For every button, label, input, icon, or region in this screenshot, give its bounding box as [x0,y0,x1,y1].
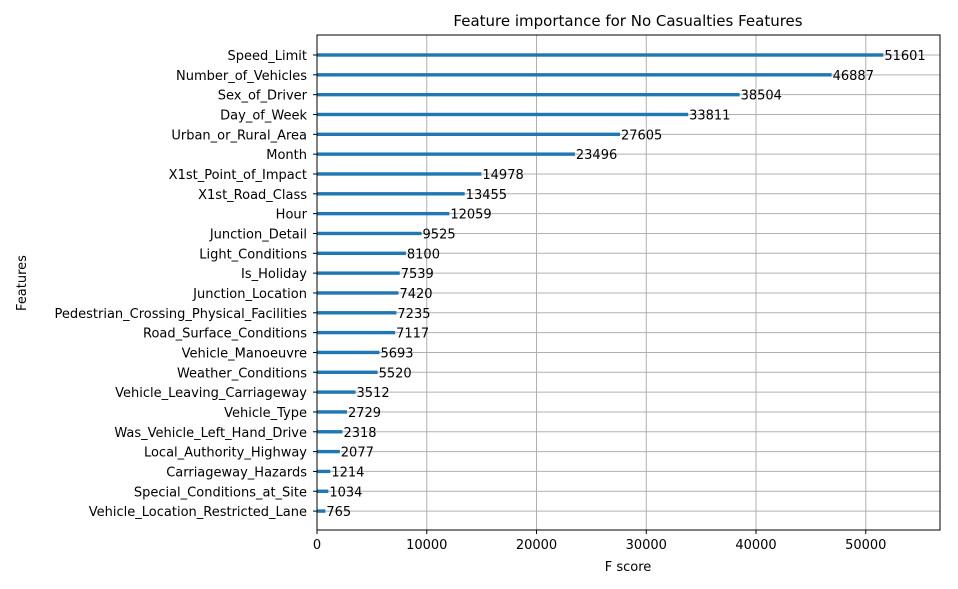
x-axis-label: F score [605,560,652,575]
y-tick-label: Pedestrian_Crossing_Physical_Facilities [55,307,308,322]
y-tick-label: X1st_Road_Class [198,188,307,203]
bar [317,211,450,216]
data-label: 2077 [341,446,374,461]
y-tick-label: Month [266,148,307,163]
y-tick-label: Junction_Detail [209,227,307,242]
y-tick-label: Urban_or_Rural_Area [171,128,307,143]
y-tick-label: Vehicle_Manoeuvre [182,346,307,361]
data-label: 765 [326,505,351,520]
bar [317,370,378,374]
x-tick-label: 40000 [735,538,776,553]
data-label: 27605 [621,128,662,143]
data-labels: 51601 46887 38504 33811 27605 23496 14978 13455… [326,49,925,520]
y-tick-label: Vehicle_Leaving_Carriageway [115,386,307,401]
data-label: 1214 [331,465,364,480]
data-label: 1034 [329,485,362,500]
bar [317,172,482,176]
data-label: 5693 [380,346,413,361]
y-tick-label: Carriageway_Hazards [166,465,307,480]
bar [317,251,406,255]
y-tick-label: Was_Vehicle_Left_Hand_Drive [114,426,307,441]
y-tick-label: Light_Conditions [199,247,307,262]
data-label: 13455 [466,188,507,203]
data-label: 46887 [833,69,874,84]
data-label: 5520 [379,366,412,381]
y-tick-label: X1st_Point_of_Impact [169,168,307,183]
y-tick-label: Weather_Conditions [177,366,307,381]
bar [317,152,575,156]
data-label: 7420 [399,287,432,302]
y-tick-label: Vehicle_Type [224,406,307,421]
bar [317,350,380,355]
x-tick-labels: 0 10000 20000 30000 40000 50000 [313,530,886,553]
data-label: 2729 [348,406,381,421]
bars [317,53,884,513]
y-tick-labels: Speed_Limit Number_of_Vehicles Sex_of_Driv… [55,49,317,520]
y-tick-label: Is_Holiday [241,267,307,282]
y-tick-label: Local_Authority_Highway [144,446,307,461]
data-label: 2318 [343,426,376,441]
data-label: 51601 [884,49,925,64]
plot-frame [316,34,941,531]
grid-lines [316,35,940,530]
bar [317,271,400,275]
y-tick-label: Road_Surface_Conditions [143,327,307,342]
data-label: 33811 [689,108,730,123]
y-tick-label: Junction_Location [192,287,307,302]
x-tick-label: 30000 [626,538,667,553]
bar [317,231,422,236]
y-tick-label: Hour [276,208,308,223]
bar [317,390,356,394]
data-label: 38504 [741,89,782,104]
data-label: 3512 [357,386,390,401]
bar [317,330,396,335]
bar [317,449,340,454]
chart-title: Feature importance for No Casualties Fea… [453,12,802,30]
bar [317,430,343,434]
y-tick-label: Special_Conditions_at_Site [134,485,307,500]
data-label: 7235 [397,307,430,322]
data-label: 8100 [407,247,440,262]
bar [317,73,832,77]
data-label: 12059 [450,208,491,223]
bar [317,291,399,295]
bar [317,112,689,117]
data-label: 7539 [401,267,434,282]
bar [317,469,331,474]
x-tick-label: 20000 [516,538,557,553]
y-tick-label: Day_of_Week [220,108,307,123]
y-tick-label: Sex_of_Driver [218,89,308,104]
bar [317,132,620,137]
x-tick-label: 0 [313,538,321,553]
data-label: 9525 [423,227,456,242]
bar [317,410,347,414]
bar [317,53,884,57]
bar [317,92,740,97]
y-tick-label: Speed_Limit [228,49,307,64]
data-label: 14978 [482,168,523,183]
bar [317,509,326,513]
x-tick-label: 50000 [845,538,886,553]
x-tick-label: 10000 [406,538,447,553]
y-axis-label: Features [15,255,30,311]
y-tick-label: Vehicle_Location_Restricted_Lane [89,505,307,520]
bar [317,311,397,315]
data-label: 7117 [396,327,429,342]
data-label: 23496 [576,148,617,163]
bar [317,489,329,493]
bar [317,192,465,196]
y-tick-label: Number_of_Vehicles [176,69,307,84]
